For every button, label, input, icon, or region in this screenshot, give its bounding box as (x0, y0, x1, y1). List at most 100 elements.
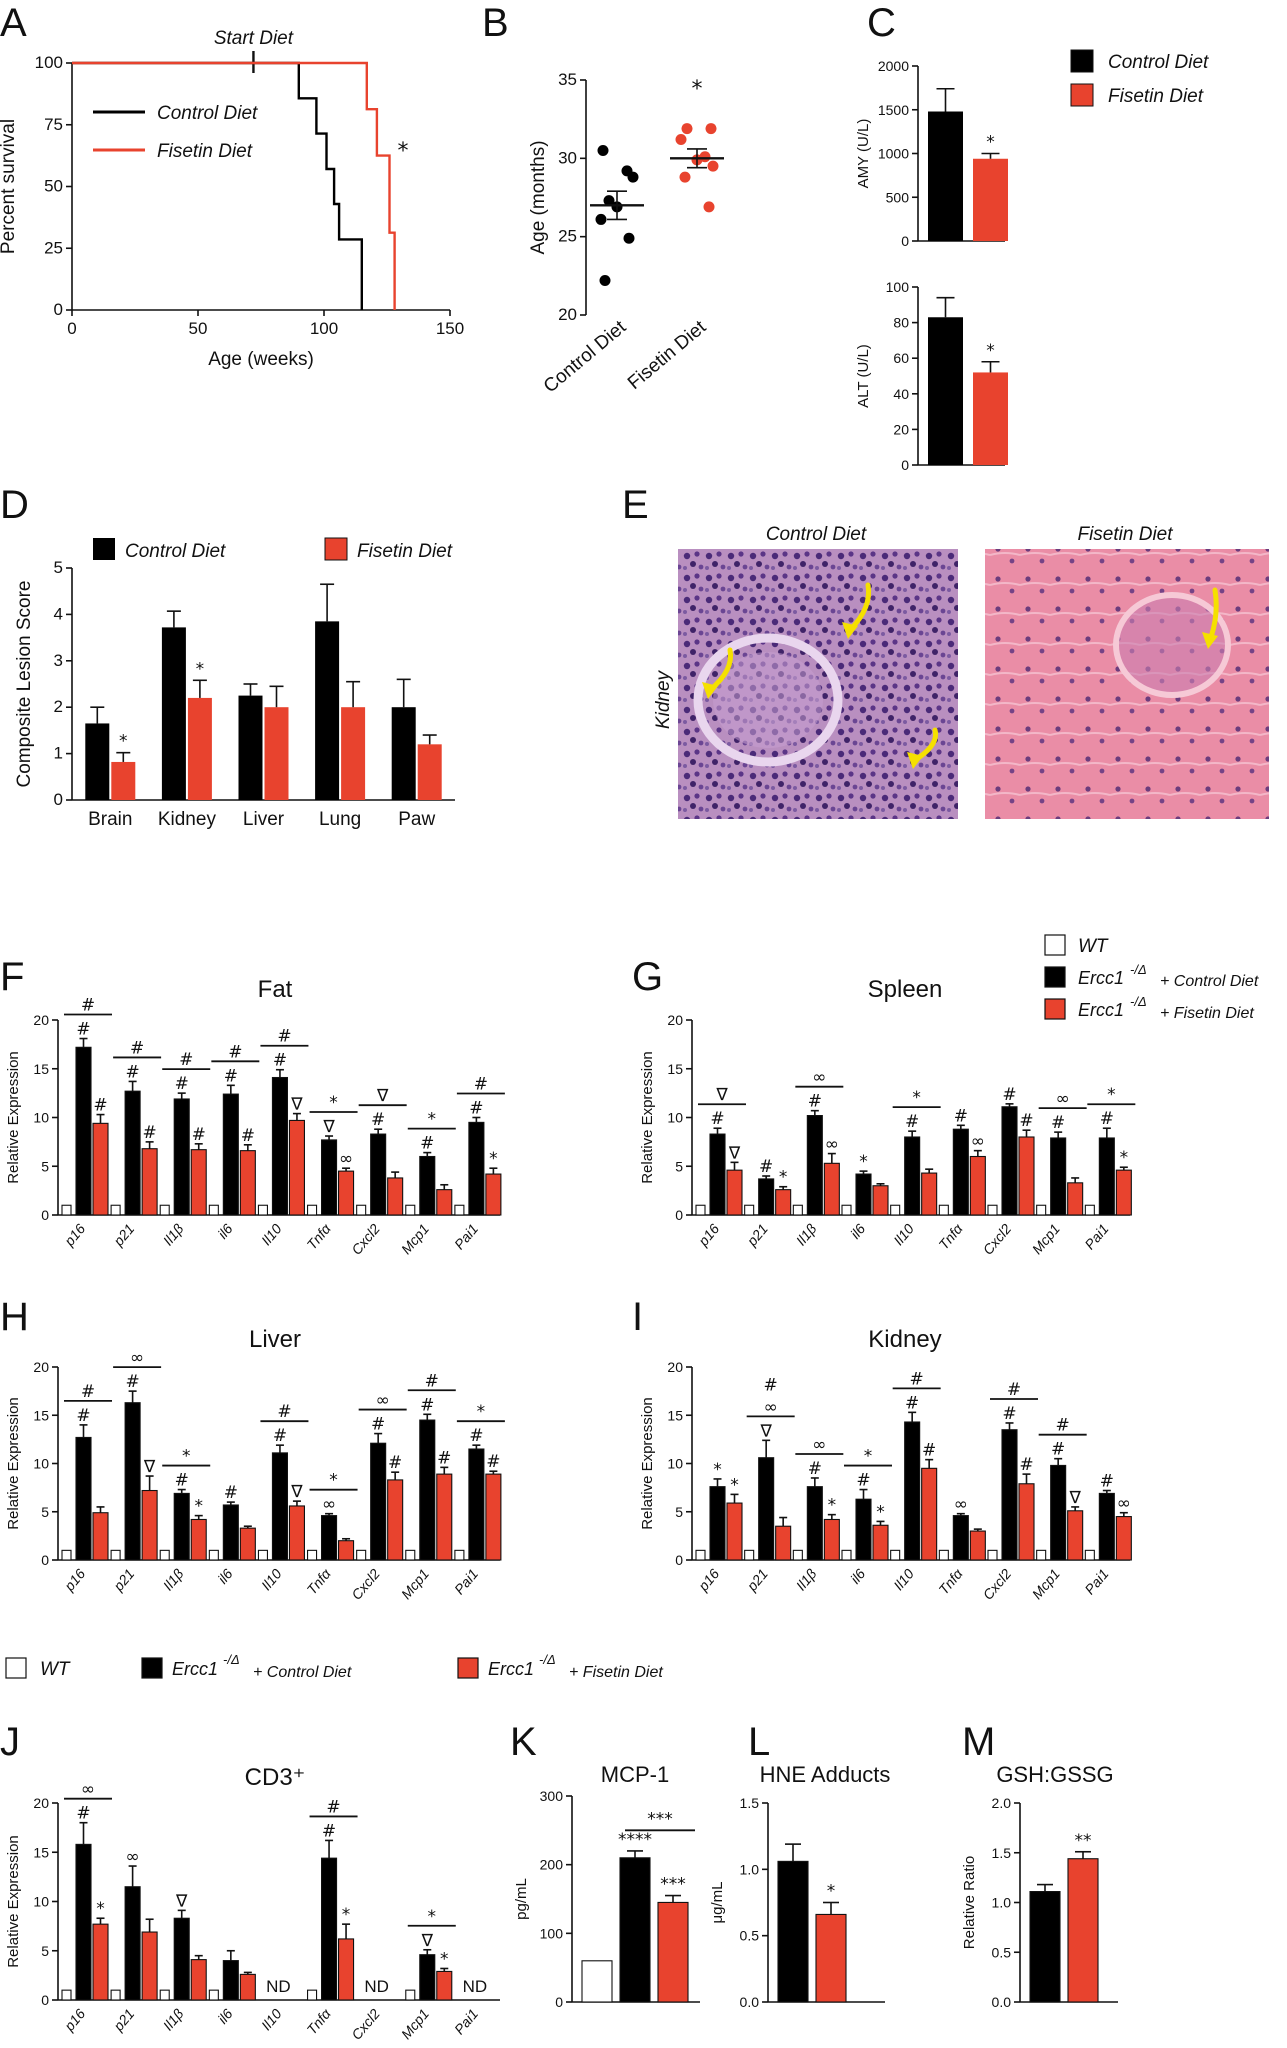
x-category-label: Cxcl2 (980, 1220, 1015, 1257)
bar-wt (1084, 1204, 1095, 1216)
x-category-label: Brain (88, 809, 132, 830)
significance-mark: # (93, 1096, 107, 1116)
bar-control (1050, 1464, 1067, 1561)
bar-fisetin (417, 744, 442, 800)
significance-mark: * (828, 1496, 837, 1516)
y-tick-label: 15 (33, 1844, 49, 1860)
y-tick-label: 15 (33, 1061, 49, 1077)
y-tick-label: 20 (33, 1012, 49, 1028)
panel-c1-chart: 0 500 1000 1500 2000 AMY (U/L) * (855, 58, 1008, 249)
bar-wt (987, 1549, 998, 1561)
bar-wt (208, 1989, 219, 2001)
significance-mark: # (1002, 1404, 1016, 1424)
chart-title: CD3⁺ (245, 1764, 306, 1791)
legend-superscript: -/Δ (223, 1652, 240, 1667)
data-point (603, 195, 615, 207)
x-category-label: Tnfα (935, 1565, 966, 1598)
significance-mark: ∞ (376, 1391, 390, 1411)
y-tick-label: 0 (901, 457, 909, 473)
panel-label-J: J (0, 1720, 20, 1764)
legend-label-control: Ercc1 (1078, 968, 1124, 988)
bar-fisetin (387, 1479, 404, 1561)
significance-star: * (986, 133, 995, 153)
y-tick-label: 1 (54, 744, 63, 763)
significance-mark: # (764, 1375, 778, 1395)
significance-mark: # (179, 1050, 193, 1070)
lesion-arrow-head (1202, 632, 1218, 649)
y-tick-label: 0 (41, 1207, 49, 1223)
y-tick-label: 0.0 (992, 1994, 1012, 2010)
y-tick-label: 1000 (878, 146, 909, 162)
significance-mark: ∇ (759, 1421, 772, 1441)
significance-mark: # (425, 1371, 439, 1391)
x-category-label: Mcp1 (1029, 1566, 1063, 1603)
significance-mark: # (81, 996, 95, 1016)
bar-control (75, 1843, 92, 2001)
y-tick-label: 5 (41, 1943, 49, 1959)
bar-fisetin (775, 1525, 792, 1561)
y-tick-label: 1500 (878, 102, 909, 118)
x-category-label: p21 (109, 1566, 137, 1595)
y-tick-label: 0 (675, 1552, 683, 1568)
y-tick-label: 50 (44, 177, 63, 196)
x-category-label: p21 (109, 1221, 137, 1250)
bar-control (806, 1115, 823, 1216)
lesion-arrow-head (702, 682, 718, 699)
panel-f-chart: Fat 0 5 10 15 20 Relative Expression p16 # # # p21 #… (5, 976, 505, 1258)
y-tick-label: 20 (33, 1359, 49, 1375)
bar-control (419, 1419, 436, 1561)
x-category-label: Il10 (258, 1565, 285, 1593)
bar-wt (208, 1549, 219, 1561)
glomerulus-outline (693, 633, 843, 767)
x-category-label: p21 (109, 2006, 137, 2035)
chart-title: Liver (249, 1326, 301, 1353)
significance-mark: ∇ (290, 1095, 303, 1115)
significance-mark: # (910, 1369, 924, 1389)
significance-mark: # (125, 1062, 139, 1082)
x-category-label: Tnfα (303, 2005, 334, 2038)
x-category-label: Il1β (160, 2006, 187, 2034)
significance-mark: # (1002, 1085, 1016, 1105)
bar-control (222, 1960, 239, 2001)
significance-star: * (398, 139, 409, 164)
significance-mark: # (905, 1393, 919, 1413)
significance-mark: # (388, 1453, 402, 1473)
bar-wt (61, 1204, 72, 1216)
bar-fisetin (815, 1913, 847, 2003)
x-category-label: p16 (60, 1220, 88, 1249)
bar-fisetin (1115, 1169, 1132, 1216)
y-tick-label: 10 (667, 1110, 683, 1126)
significance-mark: * (876, 1502, 885, 1522)
significance-mark: # (81, 1382, 95, 1402)
bar-wt (841, 1204, 852, 1216)
y-tick-label: 80 (893, 315, 909, 331)
data-point (597, 145, 609, 156)
y-tick-label: 0 (54, 300, 63, 319)
significance-mark: # (76, 1020, 90, 1040)
bar-control (124, 1402, 141, 1561)
bar-wt (454, 1204, 465, 1216)
significance-mark: # (175, 1471, 189, 1491)
y-axis-title: Age (months) (528, 140, 549, 254)
bar-control (75, 1046, 92, 1216)
significance-mark: ∞ (812, 1068, 826, 1088)
significance-mark: # (224, 1483, 238, 1503)
x-category-label: p21 (743, 1221, 771, 1250)
significance-mark: ∇ (715, 1085, 728, 1105)
bar-control (904, 1136, 921, 1216)
significance-mark: * (489, 1149, 498, 1169)
y-tick-label: 60 (893, 350, 909, 366)
significance-mark: # (277, 1027, 291, 1047)
y-tick-label: 300 (540, 1788, 564, 1804)
y-tick-label: 1.0 (992, 1895, 1012, 1911)
chart-title: GSH:GSSG (996, 1762, 1113, 1787)
y-tick-label: 1.0 (740, 1861, 760, 1877)
data-point (679, 171, 691, 183)
bar-wt (792, 1204, 803, 1216)
bar-wt (405, 1204, 416, 1216)
y-tick-label: 20 (667, 1012, 683, 1028)
y-tick-label: 25 (558, 227, 577, 246)
x-category-label: Mcp1 (1029, 1221, 1063, 1258)
histology-title-control: Control Diet (766, 524, 867, 545)
